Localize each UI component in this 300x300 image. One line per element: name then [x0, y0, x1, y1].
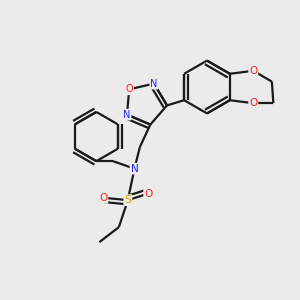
Text: N: N — [130, 164, 138, 174]
Text: O: O — [144, 188, 152, 199]
Text: O: O — [99, 193, 107, 203]
Text: O: O — [249, 66, 257, 76]
Text: N: N — [150, 79, 158, 88]
Text: O: O — [125, 84, 133, 94]
Text: O: O — [249, 98, 257, 108]
Text: N: N — [123, 110, 131, 120]
Text: S: S — [124, 195, 131, 205]
